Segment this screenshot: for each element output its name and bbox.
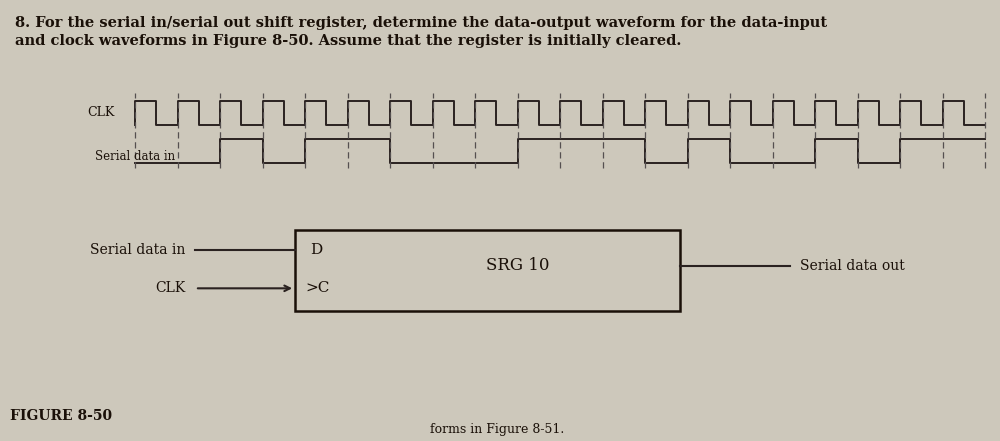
Text: and clock waveforms in Figure 8-50. Assume that the register is initially cleare: and clock waveforms in Figure 8-50. Assu…: [15, 34, 681, 48]
Text: Serial data in: Serial data in: [95, 149, 175, 162]
Text: SRG 10: SRG 10: [486, 257, 549, 274]
Text: D: D: [310, 243, 322, 257]
Text: FIGURE 8-50: FIGURE 8-50: [10, 409, 112, 423]
Text: 8. For the serial in/serial out shift register, determine the data-output wavefo: 8. For the serial in/serial out shift re…: [15, 16, 827, 30]
Text: Serial data out: Serial data out: [800, 259, 905, 273]
Text: >C: >C: [305, 281, 329, 295]
Text: Serial data in: Serial data in: [90, 243, 185, 257]
Text: forms in Figure 8-51.: forms in Figure 8-51.: [430, 423, 564, 436]
Text: CLK: CLK: [88, 106, 115, 120]
Bar: [295, 230, 680, 311]
Text: CLK: CLK: [155, 281, 185, 295]
